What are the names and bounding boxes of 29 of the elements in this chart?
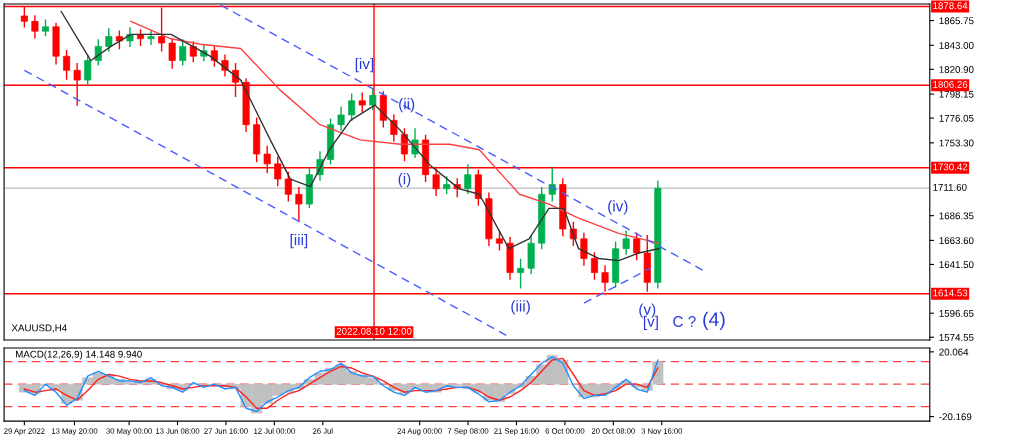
y-tick-label: 1776.05: [939, 114, 974, 122]
ref-line-label: 1614.53: [933, 289, 968, 297]
y-tick-label: 20.064: [939, 348, 969, 356]
ref-line-label: 1806.26: [933, 80, 968, 88]
ref-line-label: 2022.08.10 12:00: [336, 327, 412, 335]
ref-line-label: 1730.42: [933, 163, 968, 171]
ref-line-label: 1878.64: [933, 2, 968, 10]
y-tick-label: 1753.30: [939, 139, 974, 147]
y-tick-label: 1686.35: [939, 212, 974, 220]
annotation: [iv]: [355, 57, 374, 73]
chart-title: MACD(12,26,9) 14.148 9.940: [16, 350, 142, 360]
annotation: (ii): [399, 98, 415, 113]
y-tick-label: 1596.65: [939, 309, 974, 317]
annotation: [iii]: [290, 233, 308, 249]
annotation: (iii): [511, 300, 530, 315]
y-tick-label: 1663.60: [939, 237, 974, 245]
ref-line-label: 1711.60: [933, 183, 967, 191]
text: XAUUSD,H4: [11, 324, 67, 333]
y-tick-label: 1843.00: [939, 42, 974, 49]
annotation: C ?: [673, 316, 696, 327]
y-tick-label: 1820.90: [939, 66, 974, 73]
annotation: (iv): [608, 200, 628, 215]
y-tick-label: 1798.15: [939, 90, 974, 98]
annotation: (i): [398, 173, 411, 188]
y-tick-label: 1574.55: [939, 334, 974, 341]
annotation: (4): [703, 311, 725, 330]
y-tick-label: -20.169: [939, 413, 972, 421]
y-tick-label: 1641.50: [939, 261, 974, 269]
y-tick-label: 1865.75: [939, 17, 974, 25]
